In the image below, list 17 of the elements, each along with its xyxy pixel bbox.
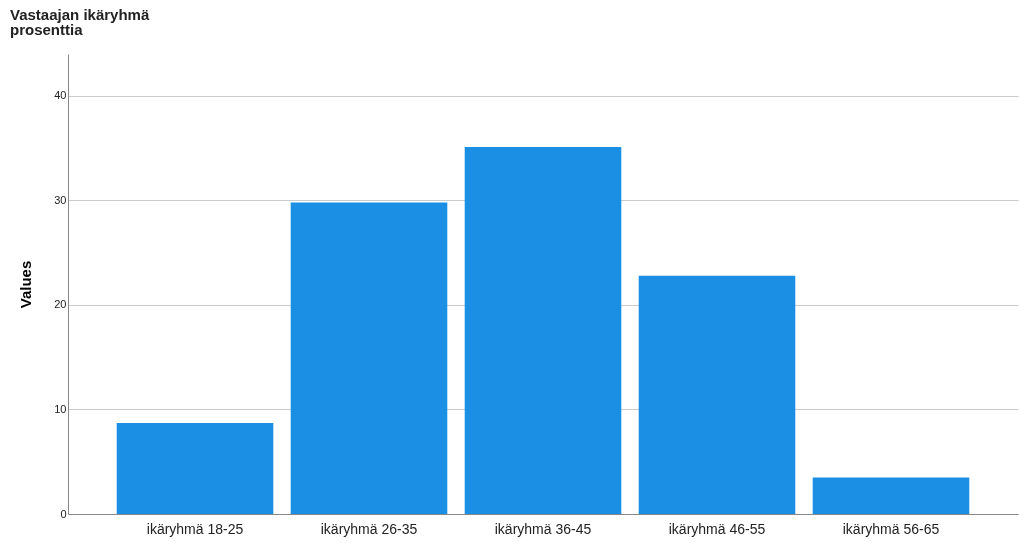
y-axis-title: Values xyxy=(17,260,35,309)
bar xyxy=(116,423,274,514)
x-tick-label: ikäryhmä 46-55 xyxy=(668,520,766,537)
y-tick-label: 0 xyxy=(60,507,67,520)
y-tick-label: 40 xyxy=(54,89,67,102)
bar xyxy=(290,202,448,514)
bar xyxy=(638,275,796,514)
x-tick-label: ikäryhmä 56-65 xyxy=(842,520,940,537)
x-tick-label: ikäryhmä 18-25 xyxy=(146,520,244,537)
bar xyxy=(812,477,970,514)
chart-title: Vastaajan ikäryhmä xyxy=(10,6,150,23)
x-tick-label: ikäryhmä 26-35 xyxy=(320,520,418,537)
y-tick-label: 10 xyxy=(54,402,67,415)
bar xyxy=(464,147,622,514)
x-tick-label: ikäryhmä 36-45 xyxy=(494,520,592,537)
y-tick-label: 20 xyxy=(54,298,67,311)
y-tick-label: 30 xyxy=(54,193,67,206)
